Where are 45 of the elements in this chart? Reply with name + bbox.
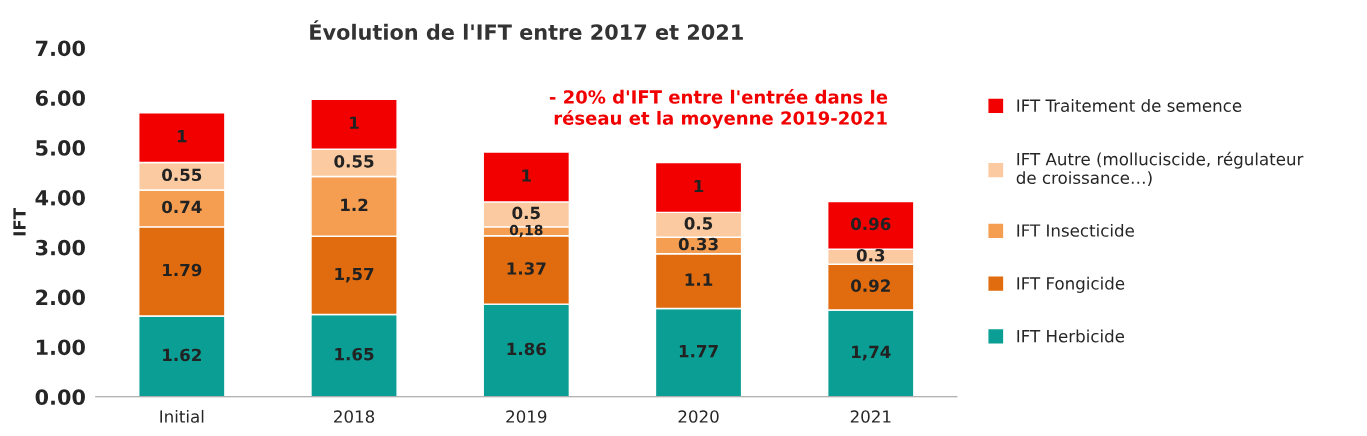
legend-label: IFT Fongicide <box>1017 276 1125 293</box>
data-label: 1.77 <box>679 345 718 358</box>
data-label: 0.33 <box>678 237 718 251</box>
data-label: 0.5 <box>684 217 713 230</box>
data-label: 0.55 <box>162 168 202 182</box>
chart-title: Évolution de l'IFT entre 2017 et 2021 <box>310 20 743 40</box>
data-label: 1.62 <box>163 348 201 362</box>
y-tick-label: 4.00 <box>35 189 85 206</box>
data-label: 0,18 <box>509 224 543 238</box>
data-label: 1 <box>522 169 531 182</box>
legend-label: IFT Autre (molluciscide, régulateur de croissance…) <box>1016 151 1304 187</box>
x-tick-label: 2021 <box>850 410 891 423</box>
x-tick-label: 2020 <box>678 410 719 423</box>
data-label: 1 <box>694 179 704 193</box>
y-tick-label: 5.00 <box>36 140 85 156</box>
y-tick-label: 2.00 <box>36 289 85 306</box>
data-label: 0.3 <box>856 248 885 262</box>
data-label: 1.86 <box>507 342 546 356</box>
legend-label: IFT Insecticide <box>1017 223 1134 237</box>
data-label: 1,74 <box>852 345 891 361</box>
x-tick-label: 2019 <box>506 410 547 423</box>
data-label: 0.55 <box>334 155 374 168</box>
data-label: 1,57 <box>335 267 374 283</box>
data-label: 1.79 <box>163 263 202 277</box>
data-label: 1.1 <box>685 273 713 286</box>
data-label: 1 <box>177 130 187 143</box>
y-tick-label: 6.00 <box>35 90 85 106</box>
y-tick-label: 0.00 <box>35 389 85 405</box>
x-tick-label: 2018 <box>334 410 375 423</box>
annotation: - 20% d'IFT entre l'entrée dans le réseau et la moyenne 2019-2021 <box>549 89 888 129</box>
data-label: 0.96 <box>851 217 891 231</box>
y-tick-label: 1.00 <box>36 339 85 356</box>
y-tick-label: 7.00 <box>35 40 85 57</box>
data-label: 1 <box>350 116 359 129</box>
data-label: 0.92 <box>851 279 890 292</box>
x-tick-label: Initial <box>160 409 204 423</box>
y-axis-title: IFT <box>13 207 26 236</box>
legend-label: IFT Traitement de semence <box>1017 99 1242 112</box>
data-label: 0.5 <box>512 206 540 220</box>
data-label: 1.65 <box>335 347 374 361</box>
data-label: 1.37 <box>507 262 546 275</box>
legend-label: IFT Herbicide <box>1017 329 1125 343</box>
y-tick-label: 3.00 <box>35 239 85 256</box>
data-label: 1.2 <box>341 198 368 212</box>
data-label: 0.74 <box>162 200 202 214</box>
